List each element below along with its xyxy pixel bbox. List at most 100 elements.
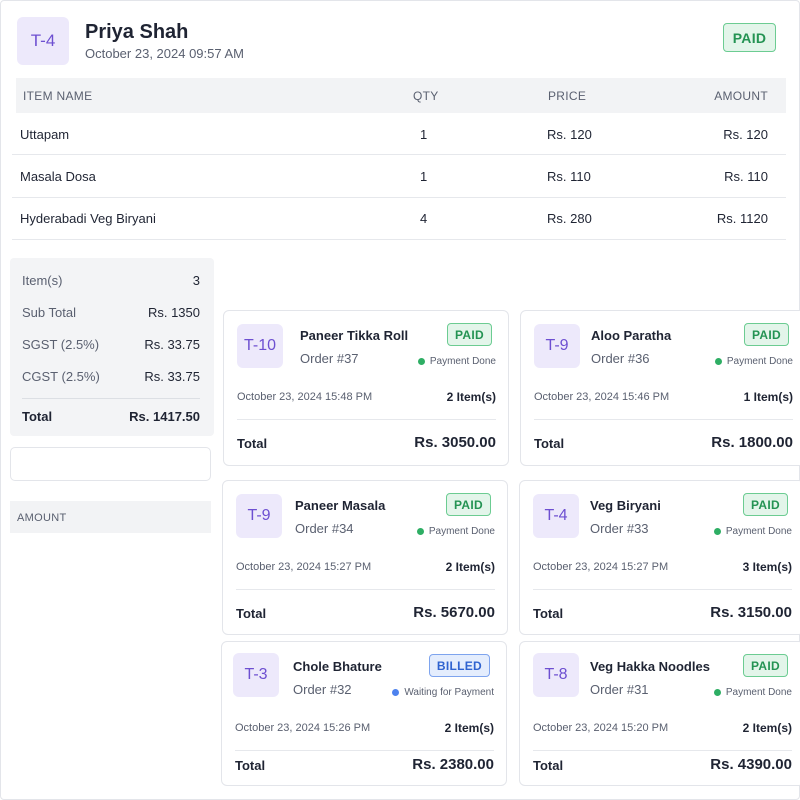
summary-sgst-value: Rs. 33.75: [144, 337, 200, 352]
table-badge: T-9: [236, 494, 282, 538]
column-qty: QTY: [413, 89, 439, 103]
order-total: Rs. 5670.00: [413, 604, 495, 621]
order-number: Order #32: [293, 682, 352, 697]
order-total: Rs. 4390.00: [710, 756, 792, 773]
amount-section-header: [10, 501, 211, 533]
card-divider: [235, 750, 494, 751]
table-badge: T-4: [533, 494, 579, 538]
table-row: [12, 198, 786, 240]
status-dot-icon: [714, 358, 722, 365]
item-price: Rs. 110: [547, 169, 591, 184]
order-number: Order #33: [590, 521, 649, 536]
status-dot-icon: [713, 528, 721, 535]
payment-state-label: Payment Done: [725, 526, 792, 537]
order-item-name: Veg Hakka Noodles: [590, 659, 710, 674]
order-number: Order #36: [591, 351, 650, 366]
order-card[interactable]: T-3 Chole Bhature Order #32 BILLED Waiti…: [221, 641, 507, 786]
payment-state-label: Payment Done: [726, 356, 793, 367]
note-input[interactable]: [10, 447, 211, 481]
order-item-name: Veg Biryani: [590, 498, 661, 513]
amount-label: AMOUNT: [17, 512, 67, 524]
order-datetime: October 23, 2024 15:27 PM: [533, 561, 669, 573]
payment-state: Payment Done: [714, 356, 793, 367]
card-divider: [236, 589, 495, 590]
order-item-name: Chole Bhature: [293, 659, 382, 674]
status-badge: BILLED: [428, 654, 490, 677]
payment-state-label: Payment Done: [429, 356, 496, 367]
order-datetime: October 23, 2024 15:20 PM: [533, 722, 669, 734]
card-divider: [237, 419, 496, 420]
payment-state-label: Payment Done: [428, 526, 495, 537]
payment-state-label: Waiting for Payment: [404, 687, 494, 698]
status-badge: PAID: [743, 654, 788, 677]
item-qty: 4: [420, 211, 428, 226]
summary-total-label: Total: [22, 409, 53, 424]
order-datetime: October 23, 2024 15:27 PM: [236, 561, 372, 573]
order-datetime: October 23, 2024 09:57 AM: [85, 46, 244, 61]
order-total: Rs. 3150.00: [710, 604, 792, 621]
order-card[interactable]: T-9 Paneer Masala Order #34 PAID Payment…: [222, 480, 508, 635]
order-number: Order #37: [300, 351, 359, 366]
item-name: Masala Dosa: [20, 169, 96, 184]
items-table-header: [16, 78, 786, 113]
status-badge: PAID: [723, 23, 776, 52]
summary-subtotal-label: Sub Total: [22, 305, 76, 320]
order-card[interactable]: T-4 Veg Biryani Order #33 PAID Payment D…: [519, 480, 800, 635]
order-total-label: Total: [236, 606, 267, 621]
item-price: Rs. 120: [547, 127, 592, 142]
item-qty: 1: [420, 169, 428, 184]
order-datetime: October 23, 2024 15:48 PM: [237, 391, 373, 403]
order-number: Order #31: [590, 682, 649, 697]
summary-cgst-label: CGST (2.5%): [22, 369, 100, 384]
column-price: PRICE: [548, 89, 587, 103]
table-badge: T-8: [533, 653, 579, 697]
order-number: Order #34: [295, 521, 354, 536]
order-total: Rs. 1800.00: [711, 434, 793, 451]
status-dot-icon: [417, 358, 425, 365]
status-badge: PAID: [447, 323, 492, 346]
order-item-count: 2 Item(s): [445, 560, 495, 574]
order-total: Rs. 3050.00: [414, 434, 496, 451]
card-divider: [533, 750, 792, 751]
payment-state: Payment Done: [417, 356, 496, 367]
card-divider: [534, 419, 793, 420]
item-name: Uttapam: [20, 127, 70, 142]
table-badge: T-10: [237, 324, 283, 368]
payment-state: Payment Done: [713, 687, 792, 698]
order-item-count: 2 Item(s): [742, 721, 792, 735]
order-card[interactable]: T-10 Paneer Tikka Roll Order #37 PAID Pa…: [223, 310, 509, 466]
order-item-count: 2 Item(s): [444, 721, 494, 735]
summary-items-value: 3: [192, 273, 200, 288]
item-price: Rs. 280: [547, 211, 592, 226]
status-dot-icon: [392, 689, 400, 696]
item-qty: 1: [420, 127, 428, 142]
summary-total-value: Rs. 1417.50: [129, 409, 200, 424]
payment-state: Payment Done: [713, 526, 792, 537]
table-badge: T-3: [233, 653, 279, 697]
customer-name: Priya Shah: [85, 21, 189, 43]
order-datetime: October 23, 2024 15:46 PM: [534, 391, 670, 403]
payment-state: Waiting for Payment: [392, 687, 494, 698]
order-card[interactable]: T-9 Aloo Paratha Order #36 PAID Payment …: [520, 310, 800, 466]
status-dot-icon: [713, 689, 721, 696]
order-total-label: Total: [533, 758, 564, 773]
order-item-count: 2 Item(s): [446, 390, 496, 404]
payment-state: Payment Done: [416, 526, 495, 537]
item-amount: Rs. 1120: [716, 211, 768, 226]
order-total-label: Total: [237, 436, 268, 451]
item-amount: Rs. 120: [723, 127, 768, 142]
order-total-label: Total: [533, 606, 564, 621]
summary-cgst-value: Rs. 33.75: [144, 369, 200, 384]
card-divider: [533, 589, 792, 590]
status-dot-icon: [416, 528, 424, 535]
order-item-name: Paneer Tikka Roll: [300, 328, 409, 343]
order-card[interactable]: T-8 Veg Hakka Noodles Order #31 PAID Pay…: [519, 641, 800, 786]
status-badge: PAID: [744, 323, 789, 346]
order-item-count: 1 Item(s): [743, 390, 793, 404]
order-item-count: 3 Item(s): [742, 560, 792, 574]
order-item-name: Paneer Masala: [295, 498, 386, 513]
item-amount: Rs. 110: [724, 169, 768, 184]
status-badge: PAID: [743, 493, 788, 516]
table-row: [12, 156, 786, 198]
bill-summary: [10, 258, 214, 436]
